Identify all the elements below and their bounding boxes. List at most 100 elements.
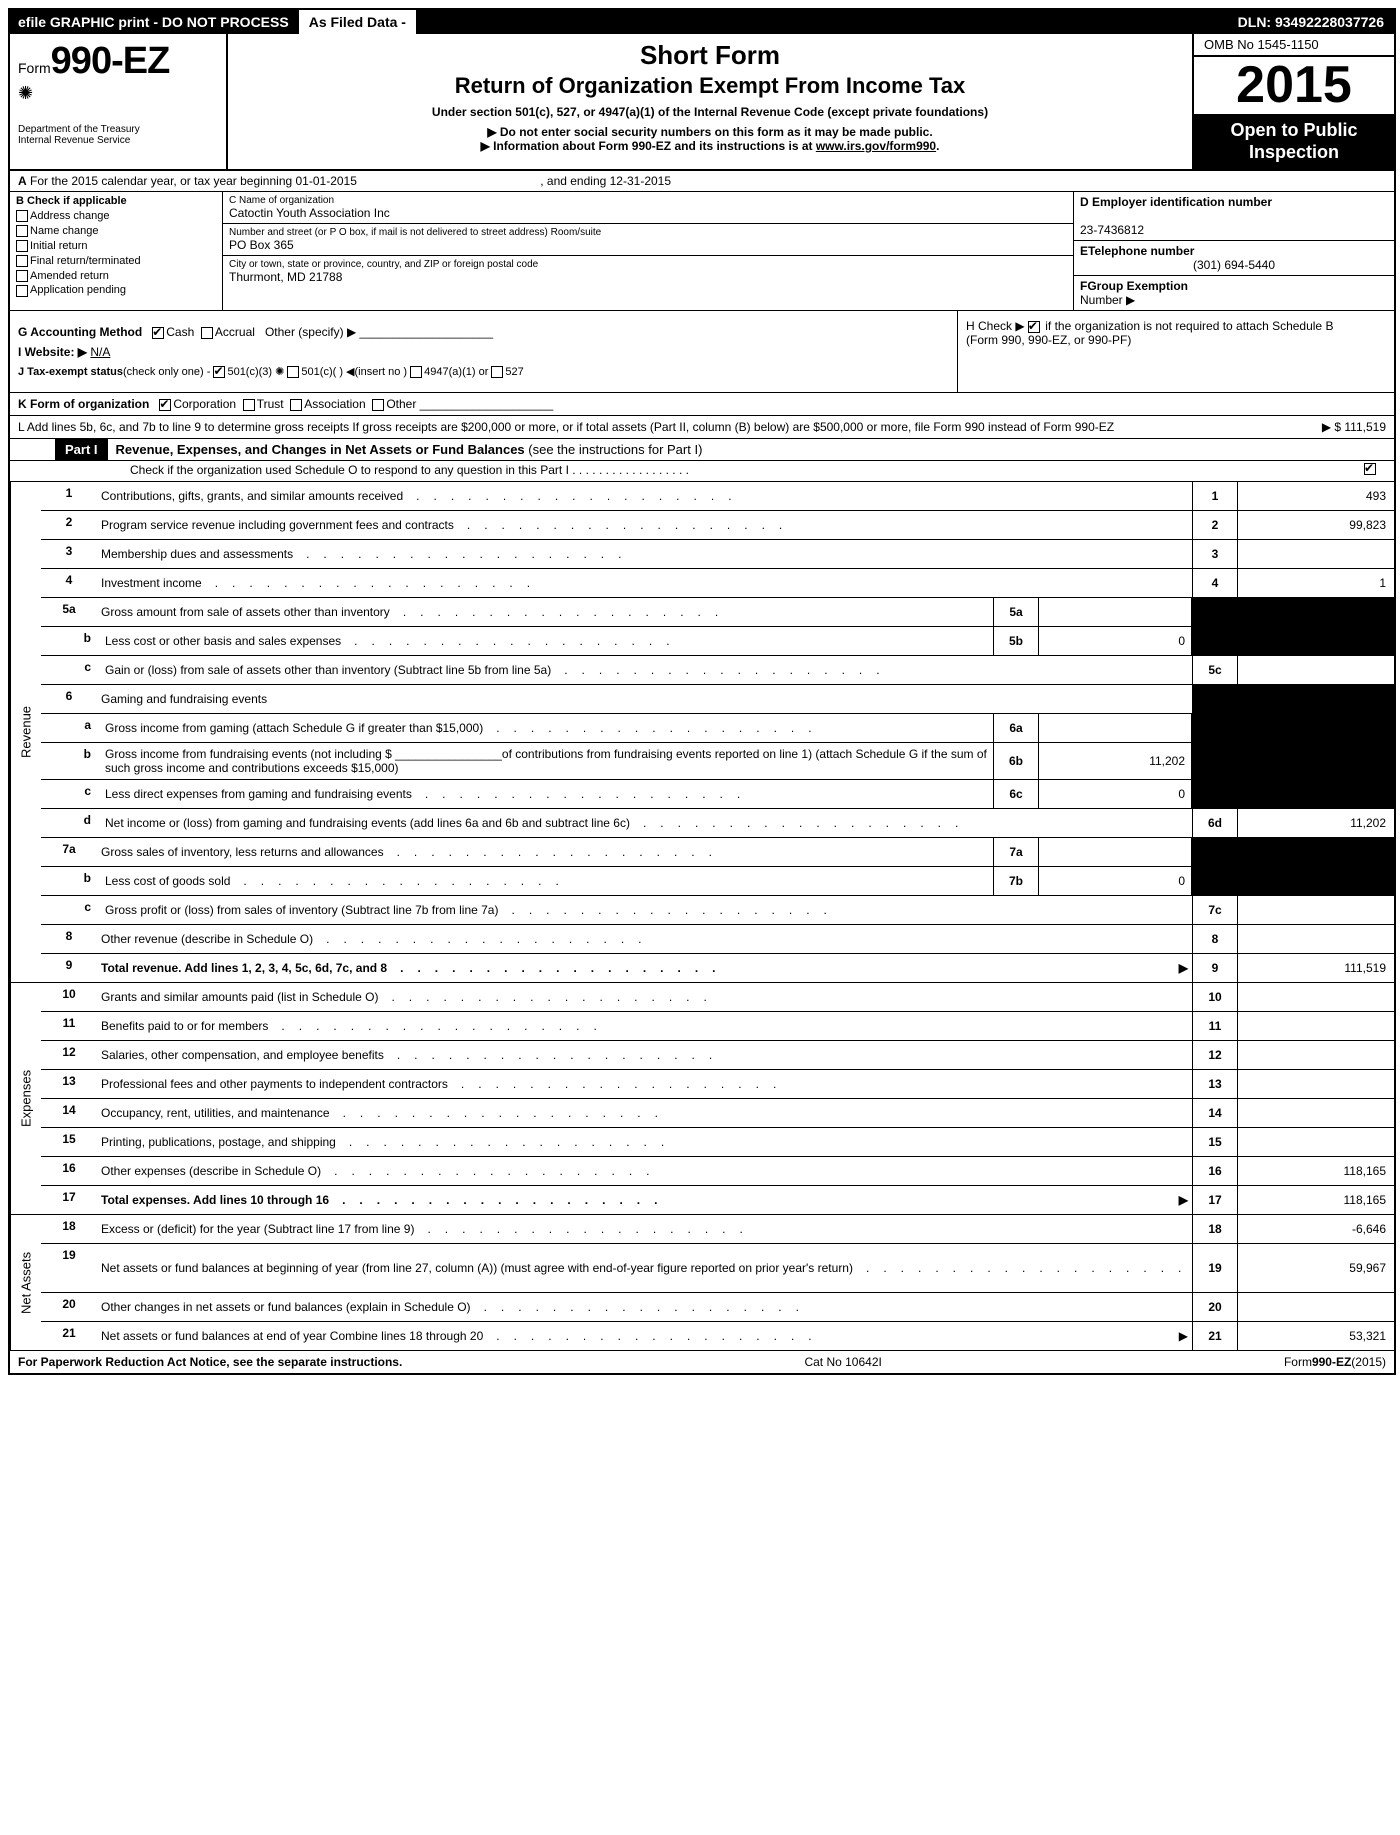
topbar-mid: As Filed Data - (297, 10, 418, 34)
chk-501c[interactable] (287, 366, 299, 378)
topbar-dln: DLN: 93492228037726 (1228, 10, 1394, 34)
irs-link[interactable]: www.irs.gov/form990 (816, 139, 936, 153)
header-note2: ▶ Information about Form 990-EZ and its … (236, 139, 1184, 153)
chk-amended[interactable] (16, 270, 28, 282)
line-9: 9Total revenue. Add lines 1, 2, 3, 4, 5c… (41, 954, 1394, 982)
footer-left: For Paperwork Reduction Act Notice, see … (18, 1355, 402, 1369)
title-return: Return of Organization Exempt From Incom… (236, 73, 1184, 99)
chk-no-schedule-b[interactable] (1028, 321, 1040, 333)
gij-left: G Accounting Method Cash Accrual Other (… (10, 311, 957, 392)
form-header: Form990-EZ ✺ Department of the Treasury … (10, 34, 1394, 171)
chk-schedule-o[interactable] (1364, 463, 1376, 475)
chk-accrual[interactable] (201, 327, 213, 339)
line-5a: 5aGross amount from sale of assets other… (41, 598, 1394, 627)
chk-trust[interactable] (243, 399, 255, 411)
f-group-number: Number ▶ (1080, 293, 1135, 307)
footer-cat: Cat No 10642I (804, 1355, 881, 1369)
line-16: 16Other expenses (describe in Schedule O… (41, 1157, 1394, 1186)
part1-header: Part I Revenue, Expenses, and Changes in… (10, 439, 1394, 461)
line-10: 10Grants and similar amounts paid (list … (41, 983, 1394, 1012)
line-c: cGain or (loss) from sale of assets othe… (41, 656, 1394, 685)
ghij-block: G Accounting Method Cash Accrual Other (… (10, 311, 1394, 393)
header-note1: ▶ Do not enter social security numbers o… (236, 125, 1184, 139)
line-14: 14Occupancy, rent, utilities, and mainte… (41, 1099, 1394, 1128)
footer-form: Form990-EZ(2015) (1284, 1355, 1386, 1369)
k-form-of-org: K Form of organization Corporation Trust… (10, 393, 1394, 416)
header-left: Form990-EZ ✺ Department of the Treasury … (10, 34, 228, 169)
col-b-checkboxes: B Check if applicable Address change Nam… (10, 192, 223, 310)
c-city: Thurmont, MD 21788 (229, 270, 1067, 284)
chk-other-org[interactable] (372, 399, 384, 411)
efile-topbar: efile GRAPHIC print - DO NOT PROCESS As … (10, 10, 1394, 34)
line-c: cLess direct expenses from gaming and fu… (41, 780, 1394, 809)
l-gross-receipts: L Add lines 5b, 6c, and 7b to line 9 to … (10, 416, 1394, 439)
header-center: Short Form Return of Organization Exempt… (228, 34, 1192, 169)
line-6: 6Gaming and fundraising events (41, 685, 1394, 714)
dept-treasury: Department of the Treasury (18, 124, 218, 135)
line-17: 17Total expenses. Add lines 10 through 1… (41, 1186, 1394, 1214)
tax-year: 2015 (1194, 57, 1394, 114)
g-accounting: G Accounting Method Cash Accrual Other (… (18, 325, 949, 339)
chk-address-change[interactable] (16, 210, 28, 222)
line-b: bLess cost of goods sold7b0 (41, 867, 1394, 896)
chk-association[interactable] (290, 399, 302, 411)
line-21: 21Net assets or fund balances at end of … (41, 1322, 1394, 1350)
line-12: 12Salaries, other compensation, and empl… (41, 1041, 1394, 1070)
line-20: 20Other changes in net assets or fund ba… (41, 1293, 1394, 1322)
c-city-label: City or town, state or province, country… (229, 259, 1067, 270)
chk-application-pending[interactable] (16, 285, 28, 297)
line-a: aGross income from gaming (attach Schedu… (41, 714, 1394, 743)
line-2: 2Program service revenue including gover… (41, 511, 1394, 540)
e-phone-label: ETelephone number (1080, 244, 1194, 258)
line-15: 15Printing, publications, postage, and s… (41, 1128, 1394, 1157)
f-group-label: FGroup Exemption (1080, 279, 1188, 293)
line-4: 4Investment income41 (41, 569, 1394, 598)
netassets-side-label: Net Assets (10, 1215, 41, 1350)
j-tax-exempt: J Tax-exempt status(check only one) - 50… (18, 365, 949, 378)
c-street: PO Box 365 (229, 238, 1067, 252)
row-bcdef: B Check if applicable Address change Nam… (10, 192, 1394, 311)
chk-initial-return[interactable] (16, 240, 28, 252)
chk-527[interactable] (491, 366, 503, 378)
line-c: cGross profit or (loss) from sales of in… (41, 896, 1394, 925)
chk-501c3[interactable] (213, 366, 225, 378)
row-a-tax-year: A For the 2015 calendar year, or tax yea… (10, 171, 1394, 192)
chk-name-change[interactable] (16, 225, 28, 237)
line-d: dNet income or (loss) from gaming and fu… (41, 809, 1394, 838)
form-prefix: Form (18, 60, 51, 76)
revenue-section: Revenue 1Contributions, gifts, grants, a… (10, 482, 1394, 982)
part1-tag: Part I (55, 439, 108, 460)
chk-4947[interactable] (410, 366, 422, 378)
topbar-left: efile GRAPHIC print - DO NOT PROCESS (10, 10, 297, 34)
e-phone-value: (301) 694-5440 (1080, 258, 1388, 272)
part1-title: Revenue, Expenses, and Changes in Net As… (108, 439, 711, 460)
c-street-label: Number and street (or P O box, if mail i… (229, 227, 1067, 238)
page-footer: For Paperwork Reduction Act Notice, see … (10, 1350, 1394, 1373)
revenue-side-label: Revenue (10, 482, 41, 982)
d-ein-label: D Employer identification number (1080, 195, 1272, 209)
line-13: 13Professional fees and other payments t… (41, 1070, 1394, 1099)
col-def: D Employer identification number 23-7436… (1073, 192, 1394, 310)
netassets-section: Net Assets 18Excess or (deficit) for the… (10, 1214, 1394, 1350)
form-number: 990-EZ (51, 40, 170, 82)
open-to-public: Open to Public Inspection (1194, 114, 1394, 169)
line-18: 18Excess or (deficit) for the year (Subt… (41, 1215, 1394, 1244)
expenses-side-label: Expenses (10, 983, 41, 1214)
line-8: 8Other revenue (describe in Schedule O)8 (41, 925, 1394, 954)
expenses-section: Expenses 10Grants and similar amounts pa… (10, 982, 1394, 1214)
irs-seal-icon: ✺ (18, 83, 218, 104)
chk-cash[interactable] (152, 327, 164, 339)
form-990ez-page: efile GRAPHIC print - DO NOT PROCESS As … (8, 8, 1396, 1375)
col-c-org-info: C Name of organization Catoctin Youth As… (223, 192, 1073, 310)
line-19: 19Net assets or fund balances at beginni… (41, 1244, 1394, 1293)
line-b: bLess cost or other basis and sales expe… (41, 627, 1394, 656)
c-org-name: Catoctin Youth Association Inc (229, 206, 1067, 220)
header-right: OMB No 1545-1150 2015 Open to Public Ins… (1192, 34, 1394, 169)
i-website: I Website: ▶ N/A (18, 345, 949, 359)
chk-final-return[interactable] (16, 255, 28, 267)
header-sub: Under section 501(c), 527, or 4947(a)(1)… (236, 105, 1184, 119)
chk-corporation[interactable] (159, 399, 171, 411)
part1-sub: Check if the organization used Schedule … (10, 461, 1394, 482)
omb-number: OMB No 1545-1150 (1194, 34, 1394, 57)
d-ein-value: 23-7436812 (1080, 223, 1144, 237)
